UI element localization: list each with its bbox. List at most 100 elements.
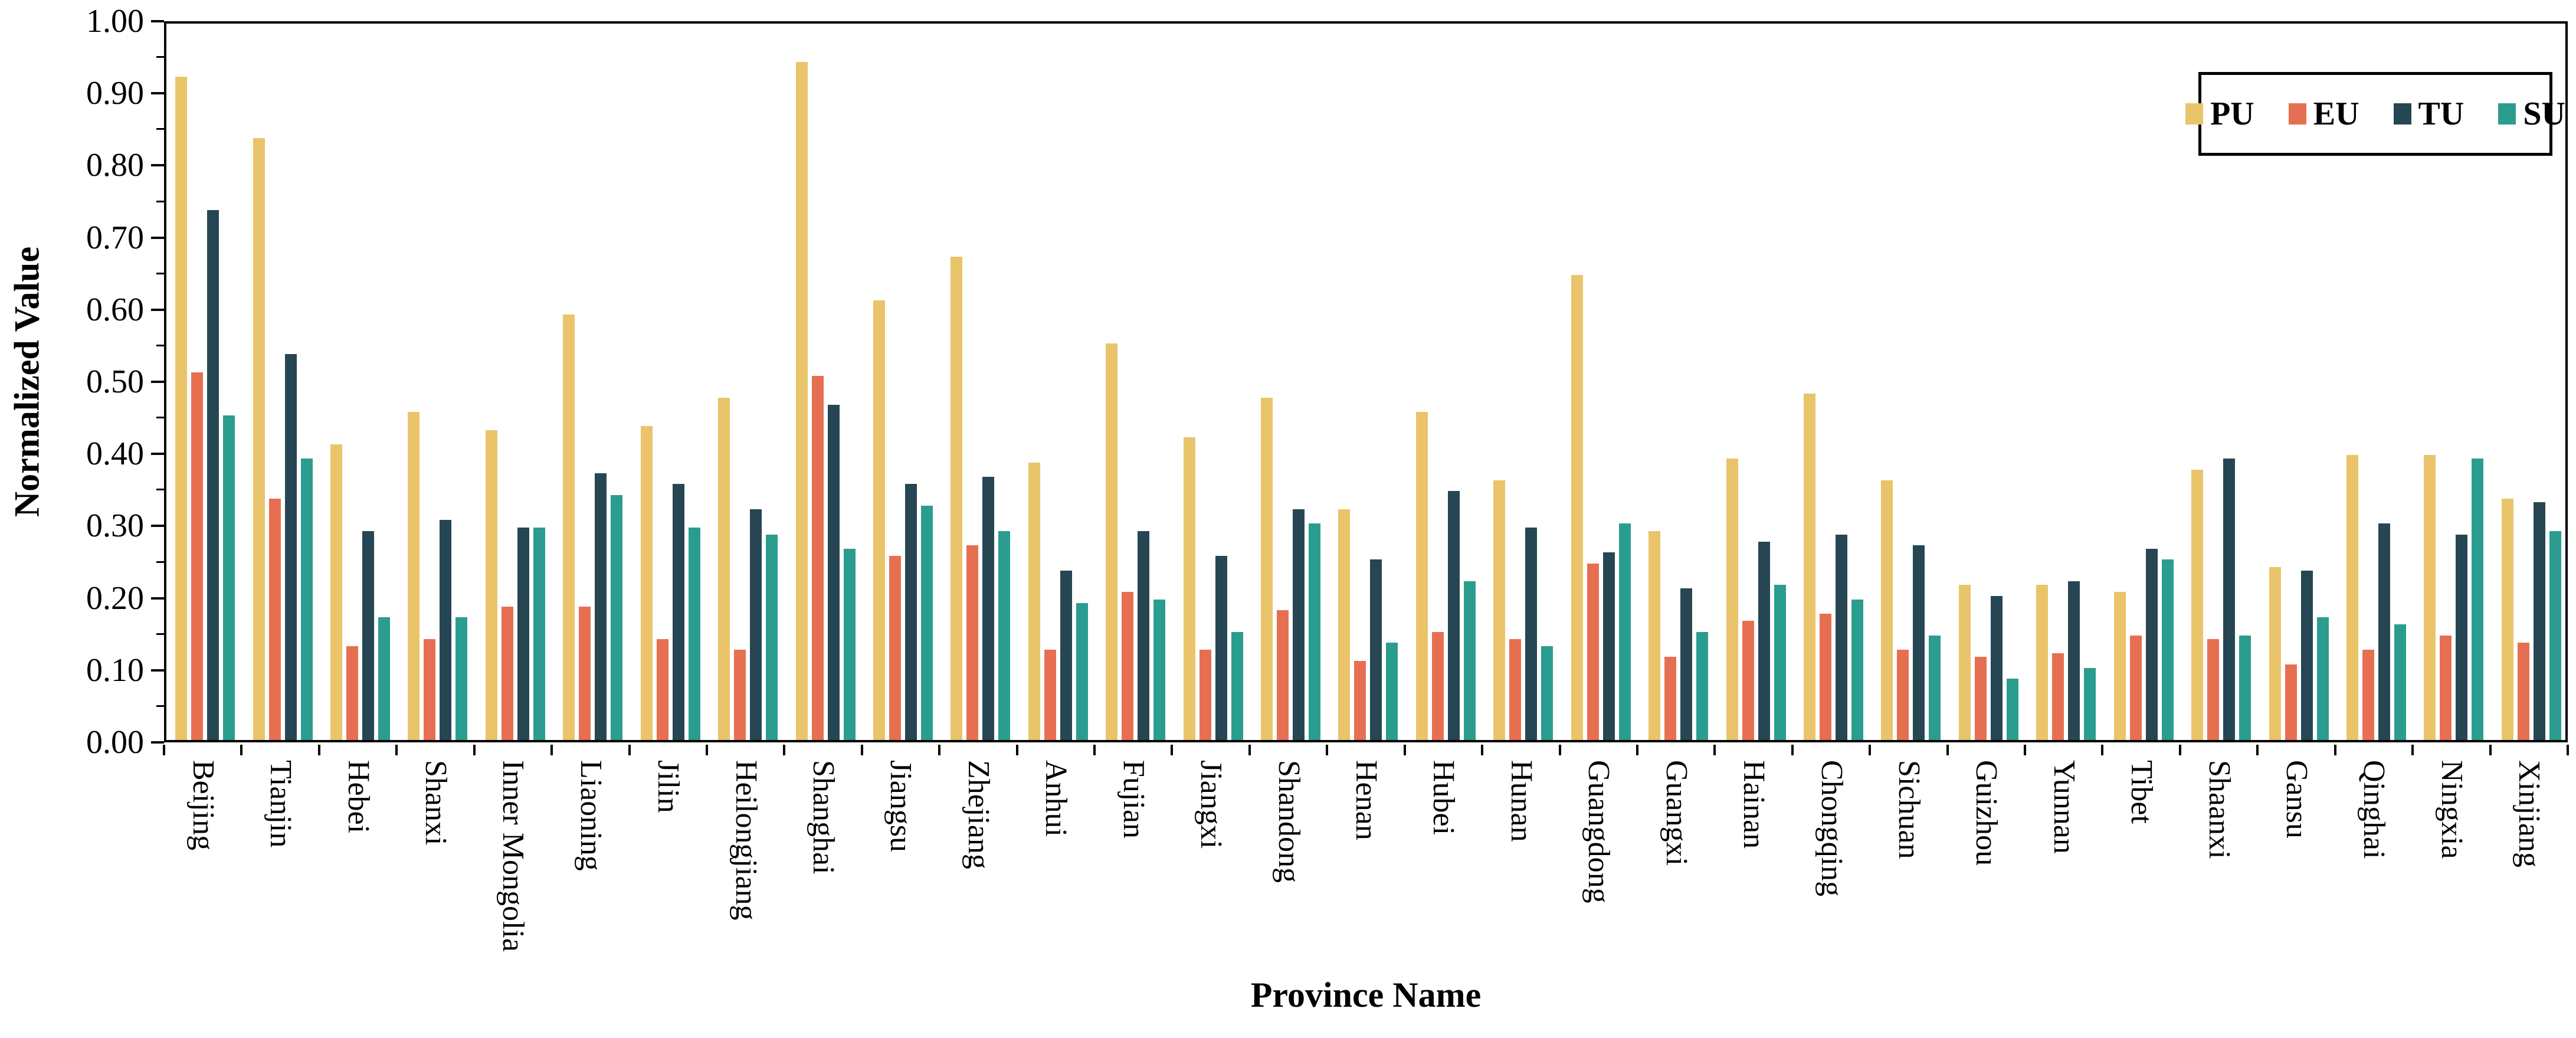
bar-su-heilongjiang <box>766 535 778 740</box>
bar-su-tibet <box>2161 559 2174 740</box>
bar-tu-tibet <box>2145 549 2158 740</box>
bar-group-hainan <box>1717 24 1794 740</box>
bar-su-beijing <box>223 415 235 740</box>
bar-tu-sichuan <box>1913 545 1925 740</box>
x-tick <box>1326 745 1329 755</box>
bar-tu-guangxi <box>1680 588 1693 740</box>
x-tick-label-tianjin: Tianjin <box>264 760 298 848</box>
bar-group-liaoning <box>554 24 631 740</box>
bar-tu-chongqing <box>1836 535 1847 740</box>
x-tick <box>2178 745 2181 755</box>
bar-eu-ningxia <box>2440 636 2452 740</box>
legend-item-su: SU <box>2498 97 2565 130</box>
bar-eu-guangxi <box>1664 657 1677 740</box>
x-tick <box>317 745 320 755</box>
bar-group-guangxi <box>1640 24 1717 740</box>
y-minor-tick <box>156 344 164 346</box>
y-minor-tick <box>156 633 164 635</box>
legend-label-eu: EU <box>2313 96 2359 132</box>
y-major-tick <box>151 164 164 167</box>
plot-area <box>164 21 2568 742</box>
bar-eu-inner-mongolia <box>501 607 513 740</box>
bar-eu-guizhou <box>1974 657 1987 740</box>
bar-eu-sichuan <box>1897 650 1909 740</box>
bar-group-jilin <box>632 24 709 740</box>
y-major-tick <box>151 20 164 22</box>
bar-su-ningxia <box>2472 459 2484 740</box>
bar-group-heilongjiang <box>709 24 786 740</box>
bar-pu-shanghai <box>795 62 808 740</box>
bar-pu-zhejiang <box>951 257 963 740</box>
bar-tu-heilongjiang <box>750 509 762 740</box>
x-tick-label-jilin: Jilin <box>651 760 686 813</box>
bar-pu-shanxi <box>408 412 420 740</box>
bar-su-liaoning <box>611 495 623 740</box>
bar-su-shaanxi <box>2239 636 2251 740</box>
bar-group-hunan <box>1484 24 1562 740</box>
bar-eu-jilin <box>656 639 668 740</box>
bar-su-shanghai <box>843 549 856 740</box>
bar-tu-jiangsu <box>904 484 917 740</box>
bar-tu-gansu <box>2300 571 2313 740</box>
bar-su-hubei <box>1463 581 1476 740</box>
bar-eu-tibet <box>2129 636 2142 740</box>
bar-group-shaanxi <box>2182 24 2260 740</box>
bar-group-yunnan <box>2027 24 2105 740</box>
bar-pu-qinghai <box>2346 455 2358 740</box>
bar-pu-hubei <box>1415 412 1428 740</box>
bar-su-gansu <box>2316 617 2329 740</box>
x-tick-label-gansu: Gansu <box>2280 760 2314 839</box>
y-tick-label: 1.00 <box>86 3 144 40</box>
legend-item-tu: TU <box>2393 97 2464 130</box>
bar-tu-fujian <box>1138 531 1150 740</box>
x-tick-label-guangdong: Guangdong <box>1582 760 1616 903</box>
bar-tu-hainan <box>1758 542 1770 740</box>
bar-su-yunnan <box>2084 668 2096 740</box>
bar-eu-beijing <box>191 372 204 740</box>
y-tick-label: 0.00 <box>86 724 144 761</box>
bar-tu-yunnan <box>2068 581 2080 740</box>
bar-pu-chongqing <box>1804 394 1815 740</box>
y-minor-tick <box>156 417 164 419</box>
bar-tu-hebei <box>362 531 375 740</box>
bar-tu-shaanxi <box>2223 459 2236 740</box>
x-tick-label-heilongjiang: Heilongjiang <box>729 760 763 921</box>
bar-tu-henan <box>1370 559 1382 740</box>
bar-eu-hebei <box>346 646 359 740</box>
bar-group-tianjin <box>244 24 321 740</box>
bar-su-qinghai <box>2394 624 2406 740</box>
bar-su-anhui <box>1076 603 1088 740</box>
bar-tu-liaoning <box>595 473 607 740</box>
bar-tu-tianjin <box>284 354 297 740</box>
bar-pu-tibet <box>2113 592 2126 740</box>
bar-group-sichuan <box>1872 24 1949 740</box>
bar-tu-hunan <box>1525 528 1538 740</box>
x-tick-label-hunan: Hunan <box>1504 760 1538 842</box>
x-tick <box>1248 745 1251 755</box>
x-tick-label-hubei: Hubei <box>1427 760 1461 836</box>
bar-pu-guangxi <box>1648 531 1661 740</box>
legend-swatch-su-icon <box>2498 103 2516 125</box>
bar-su-xinjiang <box>2549 531 2561 740</box>
bar-su-henan <box>1386 643 1398 740</box>
y-minor-tick <box>156 200 164 202</box>
x-tick <box>2024 745 2027 755</box>
bar-eu-shanghai <box>811 376 824 740</box>
bar-tu-xinjiang <box>2533 502 2545 740</box>
x-tick <box>783 745 786 755</box>
x-tick <box>2489 745 2492 755</box>
bar-pu-hebei <box>330 444 343 740</box>
bar-su-jiangsu <box>920 506 933 740</box>
x-tick-label-qinghai: Qinghai <box>2357 760 2391 859</box>
x-tick <box>2567 745 2569 755</box>
x-tick <box>1869 745 1872 755</box>
bar-tu-guizhou <box>1990 596 2003 740</box>
x-tick-label-ningxia: Ningxia <box>2434 760 2469 859</box>
bar-group-zhejiang <box>942 24 1019 740</box>
bar-pu-hunan <box>1493 480 1506 740</box>
bar-pu-shandong <box>1261 398 1273 740</box>
bar-eu-henan <box>1354 661 1366 740</box>
bar-group-shandong <box>1252 24 1329 740</box>
bar-eu-yunnan <box>2052 653 2064 740</box>
